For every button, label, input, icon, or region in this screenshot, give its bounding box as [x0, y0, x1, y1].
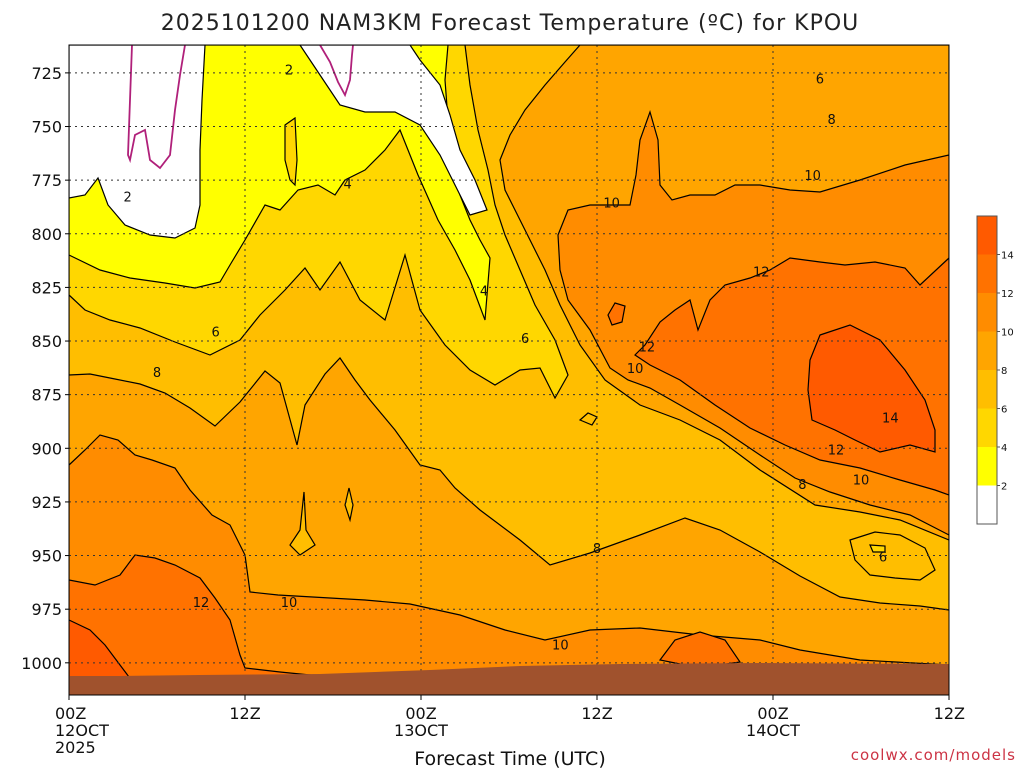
plot-frame [68, 44, 950, 696]
contour-label: 12 [828, 443, 845, 458]
y-axis: 725 750 775 800 825 850 875 900 925 950 975 1000 [21, 64, 69, 673]
x-axis-label: Forecast Time (UTC) [414, 748, 605, 768]
colorbar-tick-label: 6 [1001, 405, 1007, 416]
contour-label: 14 [882, 411, 899, 426]
y-tick-label: 750 [31, 118, 62, 137]
contour-label: 10 [627, 362, 644, 377]
cell-spike-lower [344, 487, 354, 523]
cell-warm-12 [607, 302, 626, 326]
colorbar-swatch [977, 293, 997, 332]
contour-label: 6 [879, 551, 887, 566]
colorbar-swatch [977, 447, 997, 486]
x-tick-label: 00Z [405, 704, 436, 723]
contour-label: 6 [212, 325, 220, 340]
region-14-16-corner [69, 619, 137, 691]
contour-label: 4 [480, 285, 488, 300]
y-tick-label: 800 [31, 225, 62, 244]
contour-label: 8 [828, 113, 836, 128]
contour-label: 4 [344, 177, 352, 192]
region-0-2-upper-left [69, 45, 206, 239]
colorbar-swatch [977, 370, 997, 409]
y-tick-label: 950 [31, 547, 62, 566]
y-tick-label: 875 [31, 386, 62, 405]
x-tick-label: 13OCT [394, 721, 448, 740]
contour-label: 12 [639, 340, 656, 355]
y-tick-label: 725 [31, 64, 62, 83]
colorbar-swatch [977, 485, 997, 524]
colorbar-swatch [977, 408, 997, 447]
gridlines [69, 45, 949, 695]
contour-label: 10 [804, 169, 821, 184]
y-tick-label: 850 [31, 332, 62, 351]
y-tick-label: 1000 [21, 654, 62, 673]
colorbar-swatch [977, 216, 997, 255]
contour-label: 10 [603, 197, 620, 212]
x-tick-label: 00Z [757, 704, 788, 723]
x-tick-label: 14OCT [746, 721, 800, 740]
contour-label: 10 [552, 639, 569, 654]
colorbar-tick-label: 12 [1001, 289, 1014, 300]
contour-label: 6 [816, 72, 824, 87]
contour-label: 6 [521, 332, 529, 347]
colorbar-tick-label: 2 [1001, 482, 1007, 493]
region-10-12-lower-left [69, 434, 949, 695]
x-tick-label: 12Z [581, 704, 612, 723]
y-tick-label: 825 [31, 278, 62, 297]
contour-label: 2 [124, 190, 132, 205]
y-tick-label: 775 [31, 171, 62, 190]
y-tick-label: 975 [31, 600, 62, 619]
freezing-line-right [319, 45, 354, 98]
colorbar-tick-label: 14 [1001, 251, 1014, 262]
cell-narrow-4 [284, 116, 298, 187]
plot-area: 2 2 4 4 6 6 6 6 8 8 8 8 10 10 10 10 10 10 12 12 12 12 14 [69, 45, 949, 695]
x-tick-label: 12Z [229, 704, 260, 723]
colorbar: 2 4 6 8 10 12 14 [976, 215, 1014, 525]
contour-label: 2 [285, 64, 293, 79]
x-tick-label: 2025 [55, 738, 96, 757]
cell-spike-upper [289, 491, 316, 556]
colorbar-tick-label: 4 [1001, 443, 1007, 454]
colorbar-swatch [977, 254, 997, 293]
cell-cool-4 [869, 544, 886, 553]
chart-title: 2025101200 NAM3KM Forecast Temperature (… [161, 11, 860, 36]
contour-label: 12 [753, 265, 770, 280]
credit-text: coolwx.com/models [851, 746, 1016, 764]
x-tick-label: 12OCT [55, 721, 109, 740]
freezing-line [127, 45, 186, 170]
x-tick-label: 12Z [934, 704, 965, 723]
x-tick-label: 00Z [55, 704, 86, 723]
region-14-16-upper-right [807, 324, 936, 453]
contour-label: 12 [193, 596, 210, 611]
y-tick-label: 900 [31, 439, 62, 458]
contour-labels: 2 2 4 4 6 6 6 6 8 8 8 8 10 10 10 10 10 10 12 12 12 12 14 [124, 64, 899, 654]
colorbar-swatch [977, 331, 997, 370]
y-tick-label: 925 [31, 493, 62, 512]
contour-label: 8 [798, 478, 806, 493]
terrain [69, 663, 949, 695]
colorbar-tick-label: 10 [1001, 328, 1014, 339]
contour-label: 10 [281, 596, 298, 611]
contour-label: 8 [153, 366, 161, 381]
colorbar-tick-label: 8 [1001, 366, 1007, 377]
contour-label: 10 [853, 473, 870, 488]
contour-label: 8 [593, 542, 601, 557]
